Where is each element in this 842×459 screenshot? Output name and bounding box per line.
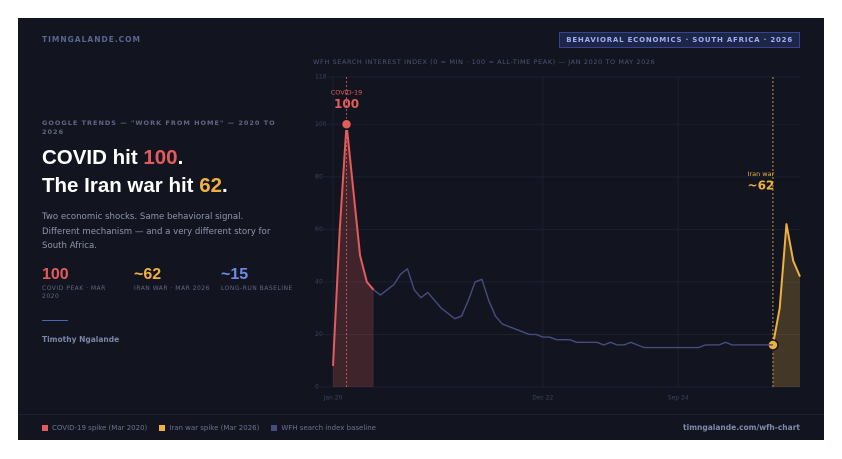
brand: TIMNGALANDE.COM bbox=[42, 35, 142, 44]
x-tick-label: Jan 20 bbox=[323, 395, 343, 402]
headline-lead: The Iran war hit bbox=[42, 174, 194, 197]
headline-lead: COVID hit bbox=[42, 146, 138, 169]
legend-label: WFH search index baseline bbox=[281, 424, 376, 432]
series-line bbox=[373, 268, 773, 349]
author: Timothy Ngalande bbox=[42, 335, 120, 344]
stat-value: ~62 bbox=[134, 266, 162, 283]
chart-title: WFH SEARCH INTEREST INDEX (0 = MIN · 100… bbox=[313, 58, 655, 66]
headline-end: . bbox=[177, 146, 184, 169]
stat-label: COVID PEAK · MAR 2020 bbox=[42, 285, 106, 300]
headline-end: . bbox=[222, 174, 228, 197]
footer-divider bbox=[18, 414, 824, 415]
stat: ~62 IRAN WAR · MAR 2026 bbox=[134, 266, 214, 293]
headline: COVID hit 100. bbox=[42, 146, 183, 170]
legend-swatch bbox=[42, 425, 48, 431]
stat-value: 100 bbox=[42, 266, 69, 283]
series-line bbox=[771, 223, 801, 346]
stat-value: ~15 bbox=[221, 266, 249, 283]
annotation-value: 100 bbox=[334, 97, 359, 111]
divider bbox=[42, 320, 68, 321]
annotation-title: COVID-19 bbox=[331, 88, 363, 96]
event-marker bbox=[340, 118, 353, 131]
legend-item: Iran war spike (Mar 2026) bbox=[159, 424, 259, 432]
stat-label: LONG-RUN BASELINE bbox=[221, 285, 293, 292]
headline: The Iran war hit 62. bbox=[42, 174, 228, 198]
spike-area bbox=[772, 224, 800, 387]
chart: WFH SEARCH INTEREST INDEX (0 = MIN · 100… bbox=[313, 58, 801, 402]
card: TIMNGALANDE.COM BEHAVIORAL ECONOMICS · S… bbox=[18, 18, 824, 440]
headline-figure: 100 bbox=[143, 146, 178, 169]
x-tick-label: Dec 22 bbox=[532, 395, 553, 402]
annotation-value: ~62 bbox=[748, 179, 775, 193]
legend-label: COVID-19 spike (Mar 2020) bbox=[52, 424, 148, 432]
y-tick-label: 0 bbox=[315, 384, 319, 391]
legend-swatch bbox=[271, 425, 278, 431]
stat: ~15 LONG-RUN BASELINE bbox=[221, 266, 301, 293]
summary: Two economic shocks. Same behavioral sig… bbox=[42, 212, 271, 251]
source-url: timngalande.com/wfh-chart bbox=[683, 423, 800, 432]
annotation-title: Iran war bbox=[748, 170, 775, 178]
series-line bbox=[332, 123, 375, 367]
kicker: GOOGLE TRENDS — "WORK FROM HOME" — 2020 … bbox=[42, 119, 276, 136]
legend-item: COVID-19 spike (Mar 2020) bbox=[42, 424, 147, 432]
headline-figure: 62 bbox=[199, 174, 223, 197]
stat: 100 COVID PEAK · MAR 2020 bbox=[42, 266, 122, 301]
legend-item: WFH search index baseline bbox=[271, 424, 376, 432]
stat-label: IRAN WAR · MAR 2026 bbox=[134, 285, 210, 292]
legend: COVID-19 spike (Mar 2020) Iran war spike … bbox=[42, 424, 376, 432]
legend-label: Iran war spike (Mar 2026) bbox=[169, 424, 260, 432]
legend-swatch bbox=[159, 425, 166, 431]
badge: BEHAVIORAL ECONOMICS · SOUTH AFRICA · 20… bbox=[559, 32, 800, 48]
x-tick-label: Sep 24 bbox=[668, 395, 689, 402]
